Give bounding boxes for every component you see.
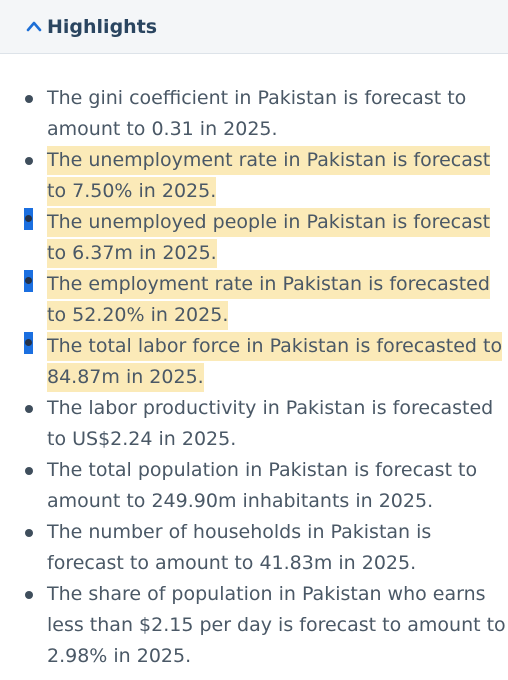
highlight-item: The total population in Pakistan is fore… (0, 455, 508, 517)
bullet-icon (25, 95, 33, 103)
highlights-title: Highlights (47, 15, 158, 38)
bullet-icon (25, 529, 33, 537)
highlight-text-line: The share of population in Pakistan who … (47, 579, 508, 610)
highlight-text-run: The employment rate in Pakistan is forec… (47, 270, 490, 299)
highlight-text-line: forecast to amount to 41.83m in 2025. (47, 548, 508, 579)
highlight-text-line: The unemployed people in Pakistan is for… (47, 207, 508, 238)
highlight-text-run: The total labor force in Pakistan is for… (47, 332, 503, 361)
highlight-text-run: The labor productivity in Pakistan is fo… (47, 397, 494, 419)
highlight-text-run: The unemployed people in Pakistan is for… (47, 208, 491, 237)
highlight-text-run: less than $2.15 per day is forecast to a… (47, 614, 506, 636)
bullet-icon (25, 591, 33, 599)
highlight-text-line: amount to 249.90m inhabitants in 2025. (47, 486, 508, 517)
bullet-icon (24, 270, 33, 292)
highlight-item: The unemployed people in Pakistan is for… (0, 207, 508, 269)
highlight-text-run: The gini coefficient in Pakistan is fore… (47, 87, 467, 109)
highlights-list: The gini coefficient in Pakistan is fore… (0, 83, 508, 672)
bullet-icon (25, 405, 33, 413)
highlight-text-run: The share of population in Pakistan who … (47, 583, 486, 605)
highlight-text-line: The total population in Pakistan is fore… (47, 455, 508, 486)
bullet-icon (24, 332, 33, 354)
highlight-item: The unemployment rate in Pakistan is for… (0, 145, 508, 207)
highlight-text-run: The total population in Pakistan is fore… (47, 459, 478, 481)
highlight-item: The employment rate in Pakistan is forec… (0, 269, 508, 331)
highlight-text-run: 2.98% in 2025. (47, 645, 192, 667)
highlight-text-line: 2.98% in 2025. (47, 641, 508, 672)
bullet-icon (25, 467, 33, 475)
highlights-header[interactable]: Highlights (0, 0, 508, 54)
highlight-text-run: amount to 249.90m inhabitants in 2025. (47, 490, 434, 512)
highlight-text: The share of population in Pakistan who … (47, 579, 508, 672)
highlight-text-line: The employment rate in Pakistan is forec… (47, 269, 508, 300)
highlight-text-line: to 7.50% in 2025. (47, 176, 508, 207)
bullet-icon (25, 157, 33, 165)
highlight-text-line: The number of households in Pakistan is (47, 517, 508, 548)
highlight-text-line: to 52.20% in 2025. (47, 300, 508, 331)
highlight-text: The employment rate in Pakistan is forec… (47, 269, 508, 331)
highlight-text: The unemployed people in Pakistan is for… (47, 207, 508, 269)
highlight-item: The share of population in Pakistan who … (0, 579, 508, 672)
highlight-text-line: 84.87m in 2025. (47, 362, 508, 393)
highlight-text-line: The total labor force in Pakistan is for… (47, 331, 508, 362)
highlight-text: The total population in Pakistan is fore… (47, 455, 508, 517)
highlight-text-run: to 7.50% in 2025. (47, 177, 217, 206)
highlight-text-run: forecast to amount to 41.83m in 2025. (47, 552, 417, 574)
highlight-text-line: The unemployment rate in Pakistan is for… (47, 145, 508, 176)
bullet-icon (24, 208, 33, 230)
highlight-text-line: The labor productivity in Pakistan is fo… (47, 393, 508, 424)
highlight-text-run: to US$2.24 in 2025. (47, 428, 237, 450)
highlight-text-line: to 6.37m in 2025. (47, 238, 508, 269)
highlight-item: The total labor force in Pakistan is for… (0, 331, 508, 393)
highlight-text-run: The number of households in Pakistan is (47, 521, 432, 543)
highlight-text-line: to US$2.24 in 2025. (47, 424, 508, 455)
highlight-text: The total labor force in Pakistan is for… (47, 331, 508, 393)
chevron-up-icon[interactable] (26, 19, 42, 33)
highlight-text-run: to 52.20% in 2025. (47, 301, 229, 330)
highlight-text-run: amount to 0.31 in 2025. (47, 118, 278, 140)
highlight-text: The number of households in Pakistan is f… (47, 517, 508, 579)
highlight-text: The unemployment rate in Pakistan is for… (47, 145, 508, 207)
highlight-text-line: amount to 0.31 in 2025. (47, 114, 508, 145)
highlight-text-line: less than $2.15 per day is forecast to a… (47, 610, 508, 641)
highlight-text: The labor productivity in Pakistan is fo… (47, 393, 508, 455)
highlight-item: The gini coefficient in Pakistan is fore… (0, 83, 508, 145)
highlight-text-line: The gini coefficient in Pakistan is fore… (47, 83, 508, 114)
highlight-text-run: to 6.37m in 2025. (47, 239, 217, 268)
highlight-text-run: The unemployment rate in Pakistan is for… (47, 146, 491, 175)
highlight-item: The number of households in Pakistan is f… (0, 517, 508, 579)
highlight-text-run: 84.87m in 2025. (47, 363, 204, 392)
highlight-text: The gini coefficient in Pakistan is fore… (47, 83, 508, 145)
highlight-item: The labor productivity in Pakistan is fo… (0, 393, 508, 455)
